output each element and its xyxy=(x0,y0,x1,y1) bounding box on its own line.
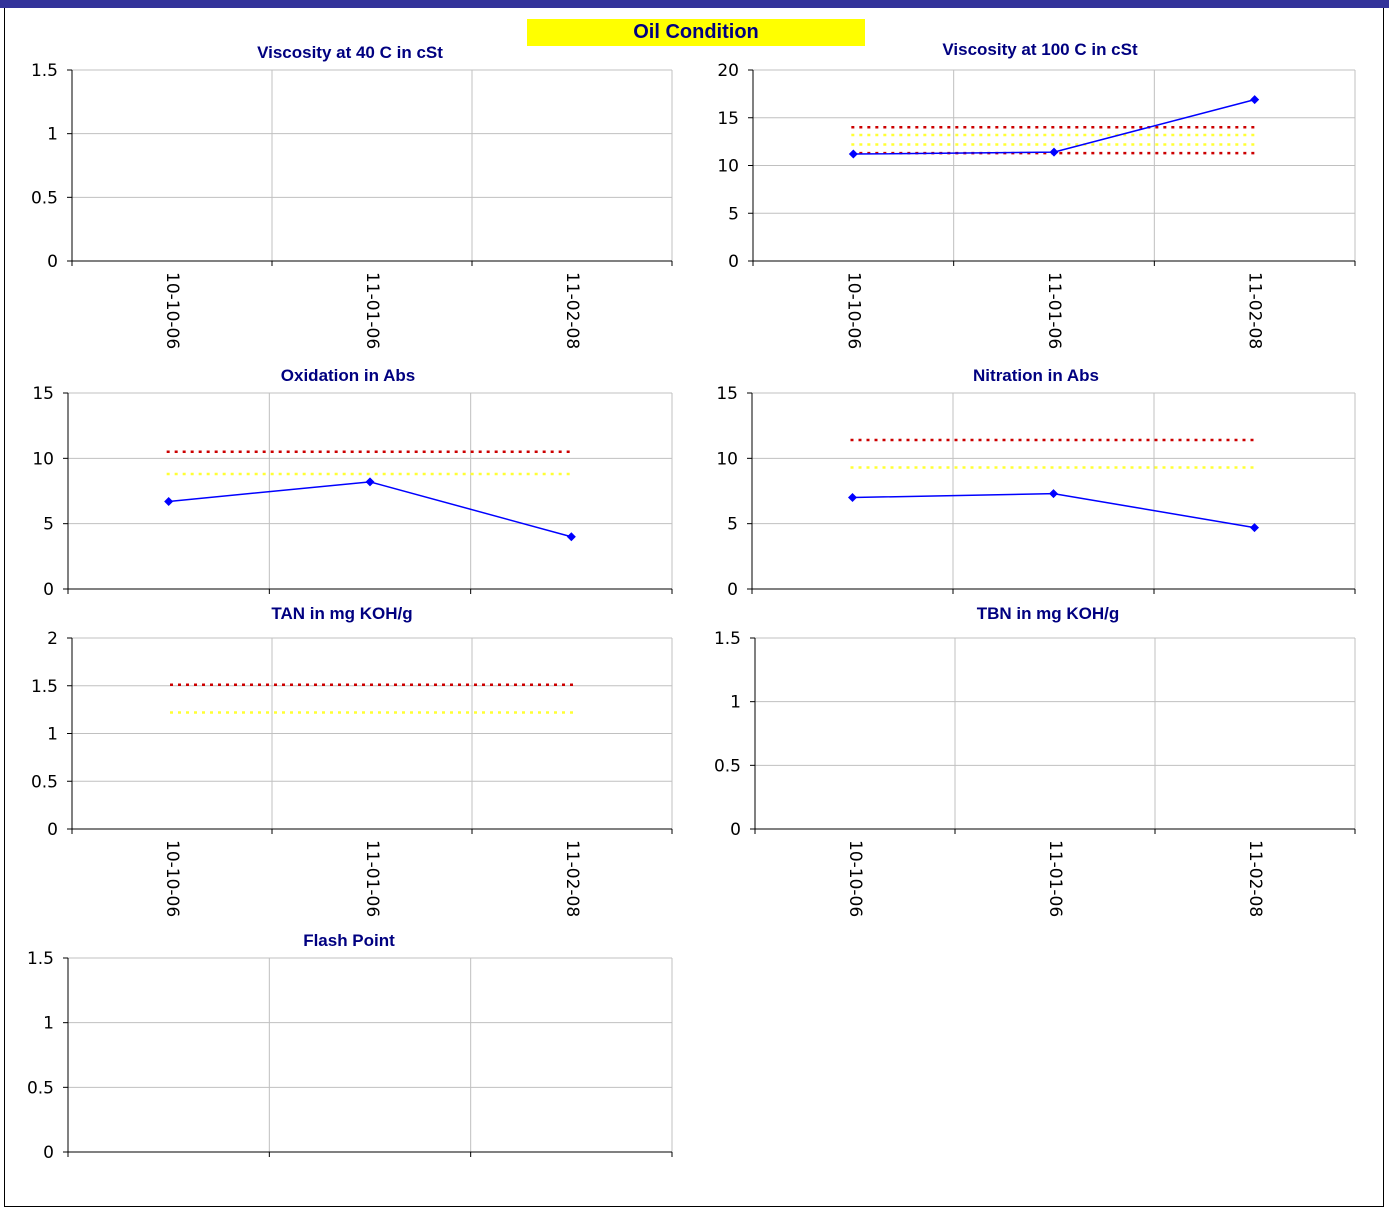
nitration-data-point xyxy=(848,493,857,503)
viscosity-100-category-label: 10-10-06 xyxy=(843,272,863,349)
nitration-data-point xyxy=(1049,489,1058,499)
tbn-category-label: 11-01-06 xyxy=(1045,840,1065,917)
tan-title: TAN in mg KOH/g xyxy=(271,604,412,623)
tan-category-label: 11-01-06 xyxy=(362,840,382,917)
oxidation-ytick-label: 10 xyxy=(32,449,54,469)
viscosity-100-data-point xyxy=(848,149,858,159)
chart-viscosity-40: Viscosity at 40 C in cSt 0 0.5 1 1.5 10-10-06… xyxy=(31,43,673,349)
flash-point-ytick-label: 1.5 xyxy=(27,949,54,969)
nitration-title: Nitration in Abs xyxy=(973,366,1099,385)
oxidation-series-line xyxy=(168,481,572,538)
oxidation-title: Oxidation in Abs xyxy=(281,366,415,385)
viscosity-40-category-label: 10-10-06 xyxy=(162,272,182,349)
chart-oxidation: Oxidation in Abs 0 5 10 15 xyxy=(32,366,673,600)
flash-point-ytick-label: 1 xyxy=(43,1014,54,1034)
viscosity-40-ytick-label: 1 xyxy=(47,125,58,145)
tan-ytick-label: 1.5 xyxy=(31,677,58,697)
oxidation-ytick-label: 5 xyxy=(43,515,54,535)
tan-category-label: 11-02-08 xyxy=(562,840,582,917)
tbn-ytick-label: 1.5 xyxy=(714,629,741,649)
viscosity-40-category-label: 11-01-06 xyxy=(362,272,382,349)
oxidation-ytick-label: 15 xyxy=(32,384,54,404)
viscosity-100-ytick-label: 10 xyxy=(717,157,739,177)
top-bar xyxy=(0,0,1389,8)
viscosity-100-ytick-label: 15 xyxy=(717,109,739,129)
tbn-ytick-label: 1 xyxy=(730,693,741,713)
tbn-category-label: 10-10-06 xyxy=(845,840,865,917)
nitration-ytick-label: 0 xyxy=(727,580,738,600)
viscosity-40-category-label: 11-02-08 xyxy=(562,272,582,349)
flash-point-ytick-label: 0 xyxy=(43,1143,54,1163)
viscosity-40-ytick-label: 1.5 xyxy=(31,61,58,81)
viscosity-40-ytick-label: 0.5 xyxy=(31,188,58,208)
tan-ytick-label: 0 xyxy=(47,820,58,840)
tbn-ytick-label: 0 xyxy=(730,820,741,840)
oxidation-data-point xyxy=(164,496,174,506)
tan-category-label: 10-10-06 xyxy=(162,840,182,917)
oxidation-data-point xyxy=(566,532,576,542)
nitration-ytick-label: 15 xyxy=(716,384,738,404)
viscosity-100-ytick-label: 0 xyxy=(728,252,739,272)
oxidation-ytick-label: 0 xyxy=(43,580,54,600)
viscosity-100-data-point xyxy=(1250,95,1260,105)
viscosity-100-ytick-label: 5 xyxy=(728,204,739,224)
nitration-data-point xyxy=(1250,523,1259,533)
chart-tan: TAN in mg KOH/g 0 0.5 1 1.5 2 10-10-06 11-01-06… xyxy=(31,604,673,917)
flash-point-title: Flash Point xyxy=(303,931,395,950)
oxidation-data-point xyxy=(365,477,375,487)
nitration-series-line xyxy=(852,492,1255,529)
viscosity-100-title: Viscosity at 100 C in cSt xyxy=(942,40,1138,59)
viscosity-100-category-label: 11-01-06 xyxy=(1044,272,1064,349)
nitration-ytick-label: 5 xyxy=(727,515,738,535)
page-title: Oil Condition xyxy=(527,19,865,46)
viscosity-100-category-label: 11-02-08 xyxy=(1245,272,1265,349)
nitration-ytick-label: 10 xyxy=(716,449,738,469)
viscosity-100-ytick-label: 20 xyxy=(717,61,739,81)
chart-tbn: TBN in mg KOH/g 0 0.5 1 1.5 10-10-06 11-01-06 1… xyxy=(714,604,1356,917)
chart-nitration: Nitration in Abs 0 5 10 15 xyxy=(716,366,1356,600)
viscosity-100-data-point xyxy=(1049,147,1059,157)
tan-ytick-label: 0.5 xyxy=(31,772,58,792)
flash-point-ytick-label: 0.5 xyxy=(27,1078,54,1098)
tan-ytick-label: 1 xyxy=(47,725,58,745)
viscosity-40-title: Viscosity at 40 C in cSt xyxy=(257,43,443,62)
chart-viscosity-100: Viscosity at 100 C in cSt 0 5 10 15 20 10-10-0… xyxy=(717,40,1356,349)
chart-flash-point: Flash Point 0 0.5 1 1.5 xyxy=(27,931,673,1163)
tbn-title: TBN in mg KOH/g xyxy=(977,604,1120,623)
viscosity-40-ytick-label: 0 xyxy=(47,252,58,272)
tbn-category-label: 11-02-08 xyxy=(1245,840,1265,917)
tbn-ytick-label: 0.5 xyxy=(714,756,741,776)
tan-ytick-label: 2 xyxy=(47,629,58,649)
